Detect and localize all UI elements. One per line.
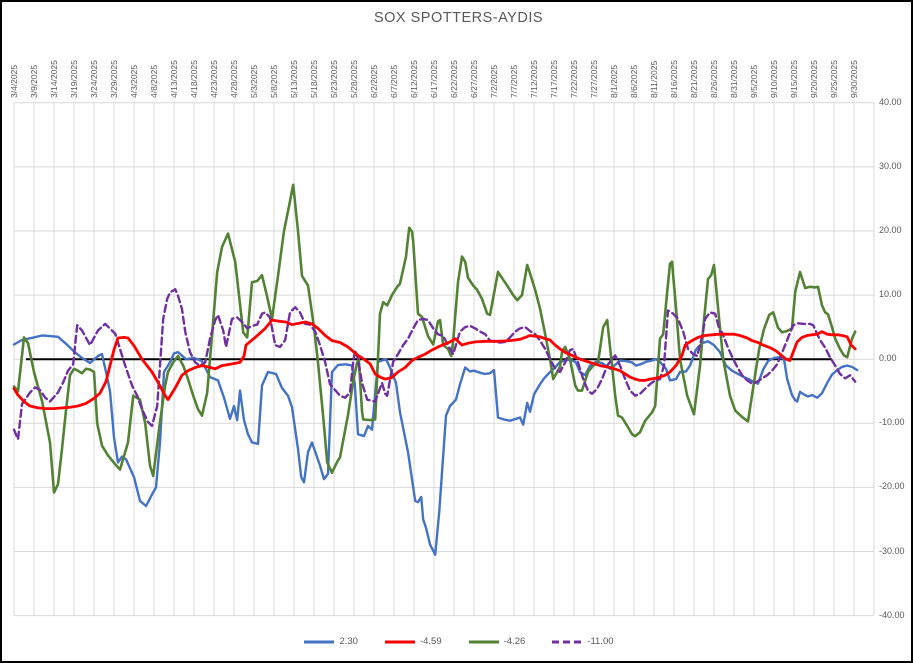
x-axis-label: 3/24/2025 [89, 60, 99, 98]
series-line--4.59 [12, 318, 857, 411]
x-axis-label: 4/23/2025 [209, 60, 219, 98]
x-axis-label: 4/13/2025 [169, 60, 179, 98]
x-axis-label: 6/7/2025 [389, 64, 399, 98]
x-axis-label: 9/5/2025 [749, 64, 759, 98]
legend-label: -4.59 [419, 636, 442, 647]
x-axis-label: 9/25/2025 [829, 60, 839, 98]
x-axis-label: 7/27/2025 [589, 60, 599, 98]
x-axis-label: 8/11/2025 [649, 60, 659, 98]
y-axis-label: 20.00 [879, 225, 902, 235]
x-axis-label: 6/27/2025 [469, 60, 479, 98]
x-axis-label: 6/22/2025 [449, 60, 459, 98]
x-axis-label: 8/16/2025 [669, 60, 679, 98]
x-axis-label: 7/2/2025 [489, 64, 499, 98]
legend-item-2.30[interactable]: 2.30 [303, 636, 358, 647]
y-axis-label: -40.00 [879, 609, 905, 620]
x-axis-label: 9/15/2025 [789, 60, 799, 98]
legend-item--4.59[interactable]: -4.59 [384, 636, 442, 647]
x-axis-label: 5/8/2025 [269, 64, 279, 98]
x-axis-label: 8/6/2025 [629, 64, 639, 98]
y-axis-label: -20.00 [879, 481, 905, 492]
legend[interactable]: 2.30 -4.59 -4.26 -11.00 [2, 636, 911, 647]
x-axis-label: 8/1/2025 [609, 64, 619, 98]
legend-item--4.26[interactable]: -4.26 [468, 636, 526, 647]
x-axis-label: 9/20/2025 [809, 60, 819, 98]
x-axis-label: 9/10/2025 [769, 60, 779, 98]
x-axis-label: 6/17/2025 [429, 60, 439, 98]
x-axis-label: 5/18/2025 [309, 60, 319, 98]
legend-line-swatch [384, 640, 415, 643]
x-axis-label: 7/7/2025 [509, 64, 519, 98]
legend-line-swatch [304, 640, 335, 643]
legend-label: -4.26 [503, 636, 526, 647]
x-axis-label: 3/19/2025 [69, 60, 79, 98]
x-axis-label: 9/30/2025 [849, 60, 859, 98]
y-axis-label: 0.00 [879, 353, 897, 364]
x-axis-label: 5/3/2025 [249, 64, 259, 98]
x-axis-label: 4/3/2025 [129, 64, 139, 98]
y-axis-label: 40.00 [879, 96, 902, 107]
x-axis-label: 8/26/2025 [709, 60, 719, 98]
legend-label: -11.00 [587, 636, 614, 647]
x-axis-label: 3/14/2025 [49, 60, 59, 98]
x-axis-label: 8/31/2025 [729, 60, 739, 98]
y-axis-label: -30.00 [879, 545, 905, 556]
x-axis-label: 4/8/2025 [149, 64, 159, 98]
x-axis-label: 4/28/2025 [229, 60, 239, 98]
x-axis-label: 5/23/2025 [329, 60, 339, 98]
series-line--4.26 [12, 183, 857, 494]
x-axis-label: 7/22/2025 [569, 60, 579, 98]
legend-label: 2.30 [339, 636, 358, 647]
legend-line-swatch [468, 640, 499, 643]
x-axis-label: 3/29/2025 [109, 60, 119, 98]
x-axis-label: 3/9/2025 [29, 64, 39, 98]
chart-title: SOX SPOTTERS-AYDIS [373, 10, 544, 26]
x-axis-label: 3/4/2025 [9, 64, 19, 98]
x-axis-label: 5/28/2025 [349, 60, 359, 98]
legend-line-swatch [552, 640, 583, 643]
x-axis-label: 8/21/2025 [689, 60, 699, 98]
legend-item--11.00[interactable]: -11.00 [551, 636, 614, 647]
y-axis-label: 30.00 [879, 160, 902, 171]
x-axis-label: 6/2/2025 [369, 64, 379, 98]
series-line--11.00 [12, 288, 857, 441]
x-axis-label: 5/13/2025 [289, 60, 299, 98]
x-axis-label: 7/17/2025 [549, 60, 559, 98]
y-axis-label: -10.00 [879, 417, 905, 428]
series-line-2.30 [12, 334, 859, 556]
x-axis-label: 4/18/2025 [189, 60, 199, 98]
x-axis-label: 7/12/2025 [529, 60, 539, 98]
y-axis-label: 10.00 [879, 289, 902, 300]
x-axis-label: 6/12/2025 [409, 60, 419, 98]
